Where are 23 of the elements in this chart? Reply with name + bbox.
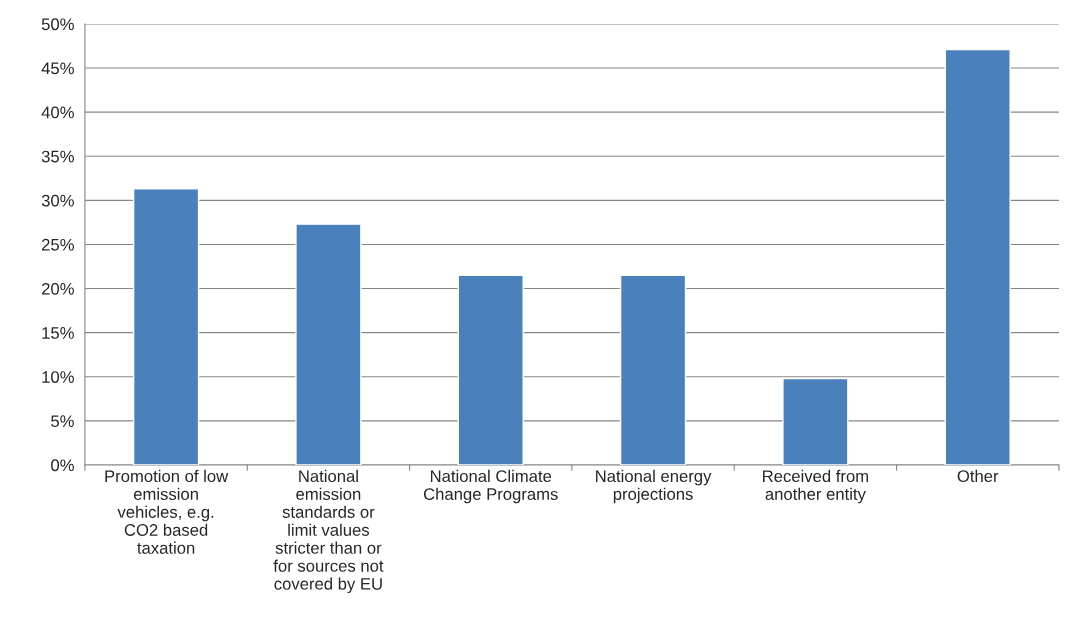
bar	[132, 188, 200, 465]
y-tick-label: 25%	[41, 238, 74, 251]
y-tick-label: 50%	[41, 18, 74, 31]
y-tick-label: 5%	[51, 415, 74, 428]
x-tick-label: National energy projections	[596, 469, 712, 504]
bar	[457, 274, 524, 465]
y-tick-label: 10%	[42, 371, 74, 383]
x-tick-label: National emission standards or limit values stricter than or for sources not covered by EU	[273, 469, 384, 594]
y-tick-label: 0%	[51, 459, 74, 472]
y-tick-label: 30%	[41, 194, 74, 207]
bar	[619, 274, 687, 465]
y-tick-label: 35%	[41, 150, 74, 163]
x-tick-label: National Climate Change Programs	[423, 469, 558, 504]
y-tick-label: 40%	[41, 106, 74, 119]
y-tick-label: 45%	[41, 62, 74, 75]
y-tick-label: 15%	[42, 327, 74, 339]
y-tick-label: 20%	[41, 282, 74, 295]
bar	[295, 223, 362, 465]
bar	[782, 377, 849, 465]
x-tick-label: Promotion of low emission vehicles, e.g. CO2 based taxation	[105, 469, 229, 554]
x-tick-label: Other	[957, 469, 999, 483]
x-tick-label: Received from another entity	[763, 469, 869, 504]
bar	[944, 48, 1011, 465]
